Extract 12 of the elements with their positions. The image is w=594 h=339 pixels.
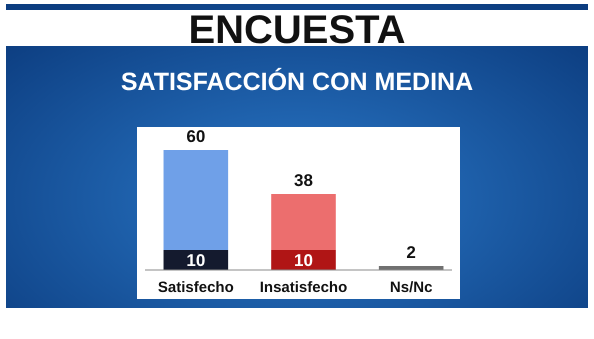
data-label: 10 — [294, 251, 313, 270]
bar — [271, 194, 336, 250]
data-label: 10 — [186, 251, 206, 270]
total-label: 38 — [294, 171, 313, 190]
chart-subtitle: SATISFACCIÓN CON MEDINA — [120, 67, 474, 96]
x-tick-label: Insatisfecho — [260, 279, 348, 296]
total-label: 2 — [406, 243, 416, 262]
x-tick-label: Ns/Nc — [390, 279, 432, 296]
x-tick-label: Satisfecho — [158, 279, 234, 296]
chart-title: ENCUESTA — [188, 8, 406, 52]
bar — [164, 150, 228, 250]
total-label: 60 — [186, 127, 206, 146]
